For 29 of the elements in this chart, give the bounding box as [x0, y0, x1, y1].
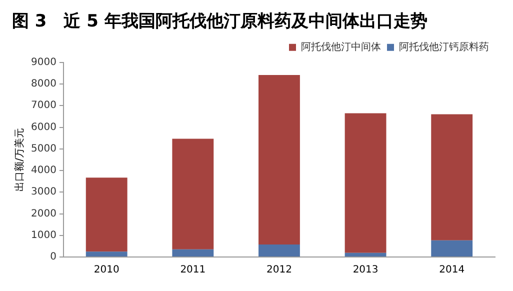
bar	[344, 252, 386, 256]
y-axis-title: 出口额/万美元	[14, 128, 26, 192]
bar	[86, 178, 128, 252]
bar	[172, 138, 214, 250]
legend-label: 阿托伐他汀钙原料药	[399, 40, 489, 53]
chart-title: 图 3 近 5 年我国阿托伐他汀原料药及中间体出口走势	[12, 12, 428, 32]
bar	[258, 74, 300, 244]
x-tick-label: 2010	[94, 264, 120, 276]
bar	[431, 114, 473, 240]
x-tick-label: 2013	[352, 264, 378, 276]
y-tick-label: 2000	[30, 208, 56, 220]
bar	[431, 240, 473, 256]
bar	[172, 249, 214, 256]
y-tick-label: 5000	[30, 143, 56, 154]
x-tick-label: 2012	[266, 264, 292, 276]
bar	[258, 244, 300, 256]
y-tick-label: 7000	[30, 100, 56, 112]
y-tick-label: 0	[50, 252, 56, 263]
y-tick-label: 6000	[30, 122, 56, 133]
y-tick-label: 1000	[30, 230, 56, 241]
x-tick-label: 2014	[439, 264, 465, 276]
bar	[344, 113, 386, 253]
y-tick-label: 4000	[30, 165, 56, 176]
y-tick-label: 9000	[30, 56, 56, 68]
x-tick-label: 2011	[180, 264, 206, 276]
bar	[86, 252, 128, 256]
y-tick-label: 8000	[30, 78, 56, 90]
legend-label: 阿托伐他汀中间体	[301, 40, 381, 53]
y-tick-label: 3000	[30, 186, 56, 198]
